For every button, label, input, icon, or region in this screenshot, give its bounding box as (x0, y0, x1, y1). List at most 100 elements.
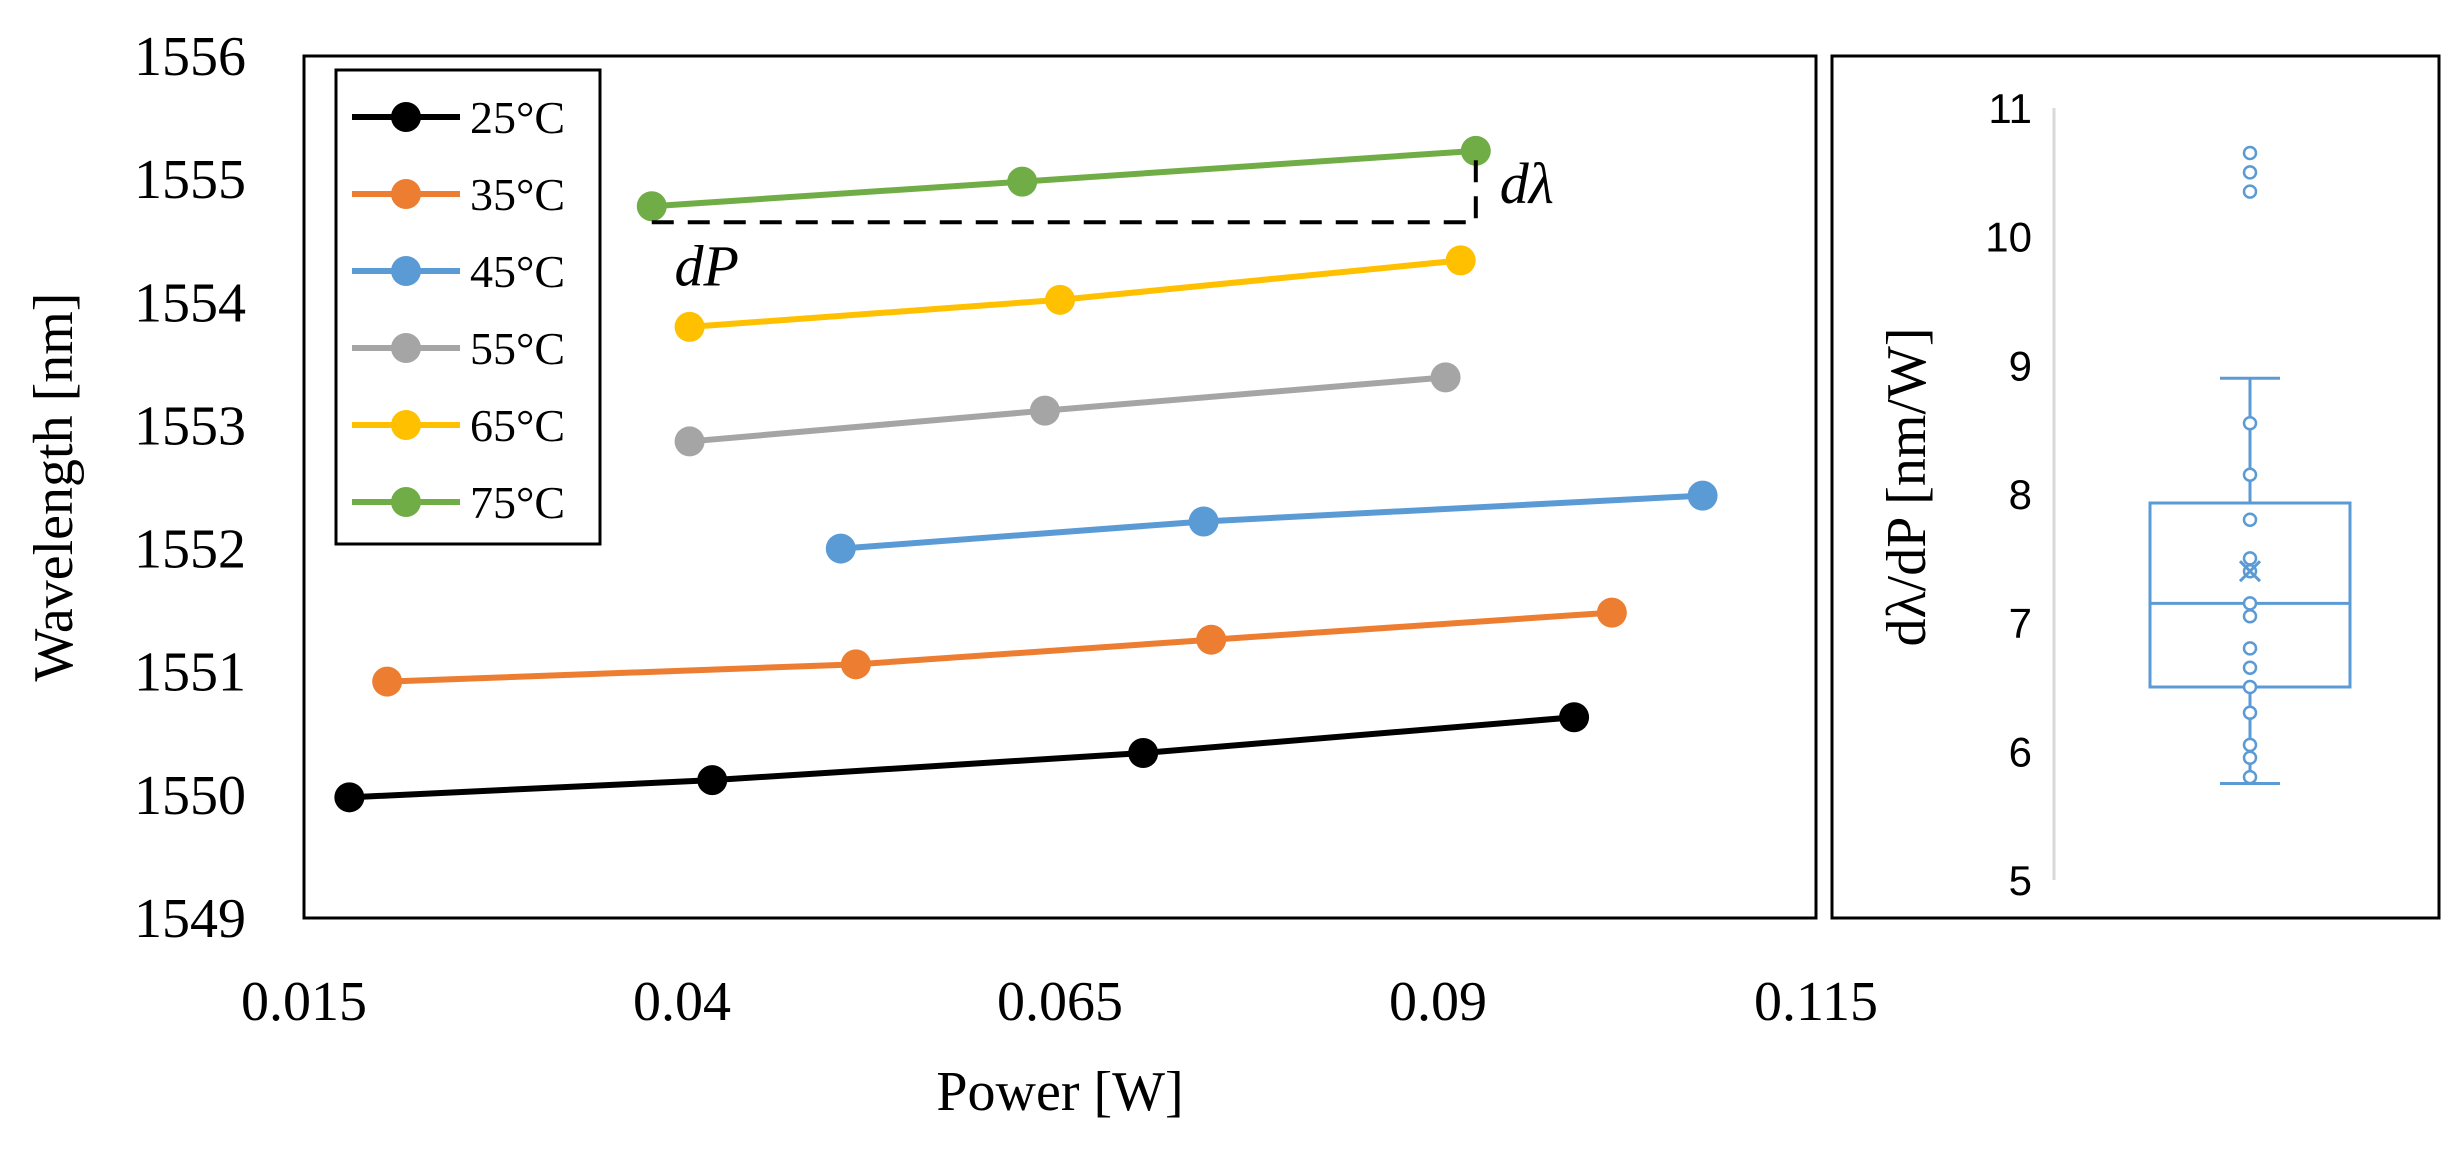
right-plot-frame (1830, 54, 2441, 920)
data-point (840, 649, 871, 680)
y-tick-label: 1549 (134, 888, 246, 950)
series-45c (825, 480, 1718, 564)
slope-dashed-line (651, 150, 1478, 225)
data-point (1045, 284, 1075, 315)
legend-label: 75°C (470, 477, 565, 528)
legend-item: 65°C (352, 400, 565, 451)
series-55c (674, 362, 1461, 457)
slope-box-plot: 5 6 7 8 9 10 11 dλ/dP [nm/W] (1830, 54, 2441, 920)
data-point (2242, 467, 2258, 482)
data-point (372, 666, 403, 697)
legend-label: 65°C (470, 400, 565, 451)
data-point (2242, 608, 2258, 624)
data-point (2242, 512, 2258, 527)
left-x-tick-labels: 0.015 0.04 0.065 0.09 0.115 (241, 971, 1878, 1033)
left-y-tick-labels: 1549 1550 1551 1552 1553 1554 1555 1556 (134, 26, 246, 950)
data-point (674, 426, 705, 457)
data-point (2242, 750, 2258, 766)
data-point (697, 765, 728, 796)
series-line (689, 374, 1446, 445)
y-tick-label: 1551 (134, 642, 246, 704)
data-point (2242, 145, 2258, 161)
series-line (387, 609, 1613, 685)
data-point (1007, 166, 1038, 197)
data-point (1559, 702, 1590, 733)
data-point (1188, 506, 1219, 537)
data-point (1460, 135, 1491, 166)
left-series-lines (334, 135, 1718, 813)
x-tick-label: 0.115 (1754, 971, 1878, 1033)
legend-label: 35°C (470, 169, 565, 220)
data-point (1196, 624, 1227, 655)
legend-swatch-marker (391, 102, 421, 132)
legend-item: 75°C (352, 477, 565, 528)
legend-item: 25°C (352, 92, 565, 143)
series-line (651, 147, 1477, 210)
data-point (2242, 551, 2258, 566)
legend-label: 45°C (470, 246, 565, 297)
right-y-tick-label: 11 (1988, 85, 2032, 132)
series-75c (636, 135, 1491, 222)
legend-label: 25°C (470, 92, 565, 143)
data-point (2242, 660, 2258, 675)
series-35c (372, 597, 1627, 697)
x-tick-label: 0.09 (1389, 971, 1487, 1033)
y-tick-label: 1554 (134, 272, 246, 334)
right-y-axis-title: dλ/dP [nm/W] (1876, 327, 1938, 646)
data-point (2242, 596, 2258, 611)
right-y-tick-labels: 5 6 7 8 9 10 11 (1985, 85, 2032, 904)
series-65c (674, 245, 1476, 342)
data-point (334, 782, 365, 813)
data-point (1029, 395, 1060, 426)
y-axis-title: Wavelength [nm] (23, 293, 85, 682)
legend-label: 55°C (470, 323, 565, 374)
data-point (674, 311, 705, 342)
legend-swatch-marker (391, 179, 421, 209)
legend-item: 45°C (352, 246, 565, 297)
data-point (2242, 415, 2258, 431)
mean-marker (2238, 560, 2262, 583)
legend-swatch-marker (391, 487, 421, 517)
y-tick-label: 1555 (134, 149, 246, 211)
data-point (2242, 165, 2258, 180)
legend-swatch-marker (391, 410, 421, 440)
right-y-tick-label: 7 (2009, 600, 2032, 647)
iqr-box (2148, 501, 2352, 689)
right-y-tick-label: 9 (2009, 342, 2032, 389)
left-plot-frame (302, 54, 1818, 920)
x-tick-label: 0.015 (241, 971, 367, 1033)
series-line (840, 492, 1703, 552)
y-tick-label: 1553 (134, 395, 246, 457)
data-point (2242, 769, 2258, 785)
data-point (2242, 641, 2258, 656)
legend-swatch-marker (391, 333, 421, 363)
right-y-tick-label: 8 (2009, 471, 2032, 518)
data-point (2242, 679, 2258, 695)
legend: 25°C 35°C 45°C 55°C 65°C 75°C (334, 68, 602, 546)
dlambda-label: dλ (1500, 151, 1554, 216)
data-point (1596, 597, 1627, 628)
x-tick-label: 0.04 (633, 971, 731, 1033)
slope-annotation: dλ dP (651, 150, 1554, 298)
legend-item: 55°C (352, 323, 565, 374)
legend-item: 35°C (352, 169, 565, 220)
data-point (2242, 737, 2258, 753)
y-tick-label: 1552 (134, 519, 246, 581)
legend-box (334, 68, 602, 546)
data-point (825, 533, 856, 564)
box-and-whisker (2148, 145, 2352, 785)
data-point (1687, 480, 1718, 511)
right-y-tick-label: 6 (2009, 728, 2032, 775)
series-25c (334, 702, 1590, 813)
data-point (1445, 245, 1476, 276)
dp-label: dP (674, 233, 738, 298)
y-tick-label: 1556 (134, 26, 246, 88)
right-y-tick-label: 10 (1985, 214, 2032, 261)
data-point (2242, 705, 2258, 720)
data-point (2242, 184, 2258, 199)
data-point (1128, 737, 1159, 768)
data-point (636, 191, 667, 222)
data-point (1430, 362, 1461, 393)
